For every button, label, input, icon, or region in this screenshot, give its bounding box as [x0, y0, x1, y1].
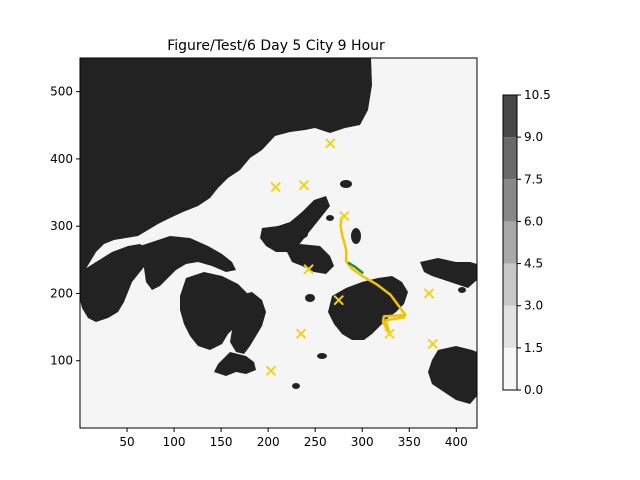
- islet-3: [326, 215, 334, 221]
- islet-4: [292, 229, 308, 239]
- city-marker: [325, 138, 336, 149]
- land-far-southeast: [428, 346, 477, 404]
- colorbar: 0.0 1.5 3.0 4.5 6.0 7.5 9.0 10.5: [502, 88, 551, 397]
- land-east-coast: [420, 258, 477, 288]
- colorbar-tick-label: 7.5: [524, 172, 543, 186]
- x-tick-label: 50: [119, 435, 134, 449]
- colorbar-band: [503, 347, 517, 390]
- colorbar-frame: [502, 94, 518, 391]
- chart-title: Figure/Test/6 Day 5 City 9 Hour: [167, 38, 385, 54]
- city-marker: [303, 264, 314, 275]
- islet-6: [305, 294, 315, 302]
- y-tick-label: 200: [50, 286, 73, 300]
- land-west-peninsula: [140, 236, 236, 290]
- x-tick-label: 400: [445, 435, 468, 449]
- islet-7: [292, 383, 300, 389]
- colorbar-tick-label: 9.0: [524, 130, 543, 144]
- islet-8: [458, 287, 466, 293]
- route-layer: [339, 215, 407, 336]
- city-marker: [423, 288, 435, 299]
- city-marker: [333, 294, 344, 306]
- x-tick-label: 100: [163, 435, 186, 449]
- colorbar-tick-label: 4.5: [524, 257, 543, 271]
- land-northeast-peninsula: [260, 196, 330, 252]
- colorbar-tick-label: 1.5: [524, 341, 543, 355]
- y-tick-label: 500: [50, 85, 73, 99]
- city-markers: [265, 138, 438, 377]
- land-north: [80, 58, 372, 276]
- city-marker: [270, 181, 281, 193]
- land-southwest-tail: [214, 352, 256, 376]
- islet-2: [351, 228, 361, 244]
- x-axis: 50 100 150 200 250 300 350 400: [119, 428, 468, 449]
- y-tick-label: 300: [50, 219, 73, 233]
- land-west: [80, 244, 150, 322]
- colorbar-tick-label: 0.0: [524, 383, 543, 397]
- city-marker: [265, 365, 277, 377]
- x-tick-label: 200: [257, 435, 280, 449]
- x-tick-label: 350: [398, 435, 421, 449]
- y-axis: 100 200 300 400 500: [50, 85, 80, 368]
- city-marker: [339, 210, 350, 222]
- islet-5: [317, 353, 327, 359]
- y-tick-label: 400: [50, 152, 73, 166]
- colorbar-tick-label: 10.5: [524, 88, 551, 102]
- land-central-island: [180, 272, 252, 350]
- land-central-south: [230, 292, 266, 354]
- colorbar-band: [503, 263, 517, 306]
- city-marker: [295, 328, 307, 340]
- y-tick-label: 100: [50, 354, 73, 368]
- colorbar-tick-label: 3.0: [524, 299, 543, 313]
- x-tick-label: 250: [304, 435, 327, 449]
- city-marker: [384, 328, 395, 340]
- plot-frame: [79, 57, 478, 429]
- land-central-east: [286, 244, 334, 274]
- colorbar-band: [503, 179, 517, 222]
- city-marker: [427, 338, 438, 350]
- x-tick-label: 150: [210, 435, 233, 449]
- colorbar-band: [503, 95, 517, 138]
- colorbar-band: [503, 221, 517, 264]
- route-highlight-segment: [347, 261, 364, 275]
- map-area: [80, 58, 477, 428]
- route-line: [339, 215, 407, 336]
- x-tick-label: 300: [351, 435, 374, 449]
- city-marker: [298, 179, 310, 191]
- colorbar-band: [503, 137, 517, 180]
- islet-1: [340, 180, 352, 188]
- colorbar-tick-label: 6.0: [524, 214, 543, 228]
- colorbar-band: [503, 305, 517, 348]
